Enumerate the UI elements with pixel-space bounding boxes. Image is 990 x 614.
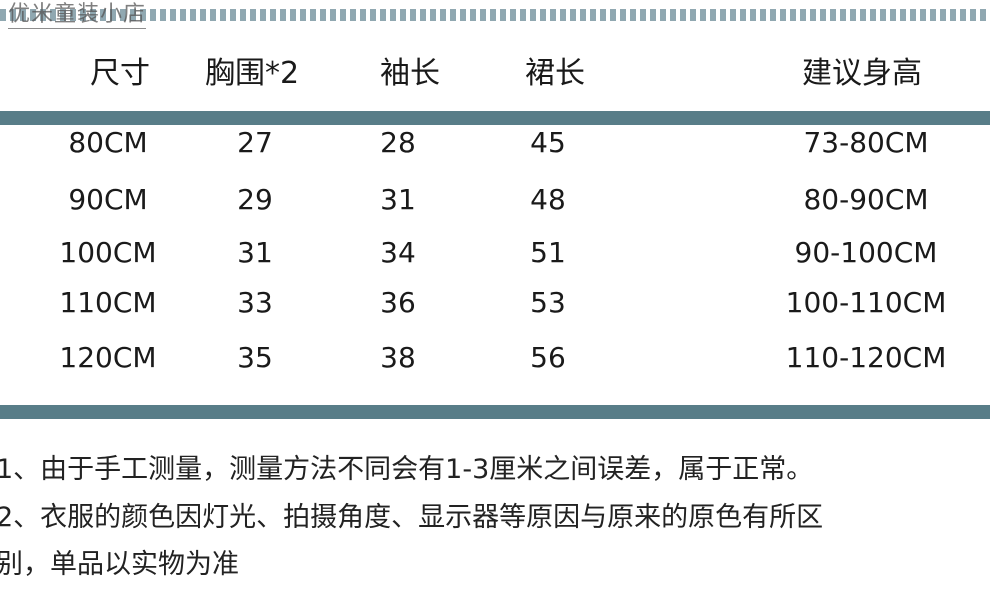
header-size: 尺寸: [90, 56, 150, 91]
header-chest: 胸围*2: [204, 56, 300, 91]
table-bottom-bar: [0, 405, 990, 419]
cell-chest: 33: [237, 286, 273, 319]
cell-size: 110CM: [59, 286, 157, 319]
cell-skirt: 56: [530, 341, 566, 374]
watermark: 优米童装小店: [8, 2, 147, 29]
cell-size: 90CM: [68, 183, 148, 216]
note-3: 别，单品以实物为准: [0, 549, 239, 580]
cell-height: 73-80CM: [803, 126, 929, 159]
table-top-bar: [0, 111, 990, 125]
cell-chest: 31: [237, 236, 273, 269]
cell-size: 100CM: [59, 236, 157, 269]
cell-size: 120CM: [59, 341, 157, 374]
cell-height: 110-120CM: [785, 341, 947, 374]
note-2: 2、衣服的颜色因灯光、拍摄角度、显示器等原因与原来的原色有所区: [0, 502, 824, 533]
decorative-border: [0, 9, 990, 21]
header-skirt: 裙长: [525, 56, 585, 91]
header-sleeve: 袖长: [380, 56, 440, 91]
cell-sleeve: 36: [380, 286, 416, 319]
cell-height: 100-110CM: [785, 286, 947, 319]
cell-chest: 29: [237, 183, 273, 216]
cell-skirt: 45: [530, 126, 566, 159]
cell-skirt: 53: [530, 286, 566, 319]
cell-chest: 35: [237, 341, 273, 374]
cell-sleeve: 38: [380, 341, 416, 374]
header-height: 建议身高: [802, 56, 922, 91]
cell-sleeve: 31: [380, 183, 416, 216]
cell-skirt: 48: [530, 183, 566, 216]
cell-sleeve: 28: [380, 126, 416, 159]
cell-skirt: 51: [530, 236, 566, 269]
cell-chest: 27: [237, 126, 273, 159]
cell-height: 80-90CM: [803, 183, 929, 216]
note-1: 1、由于手工测量，测量方法不同会有1-3厘米之间误差，属于正常。: [0, 454, 814, 485]
cell-height: 90-100CM: [794, 236, 938, 269]
cell-size: 80CM: [68, 126, 148, 159]
cell-sleeve: 34: [380, 236, 416, 269]
